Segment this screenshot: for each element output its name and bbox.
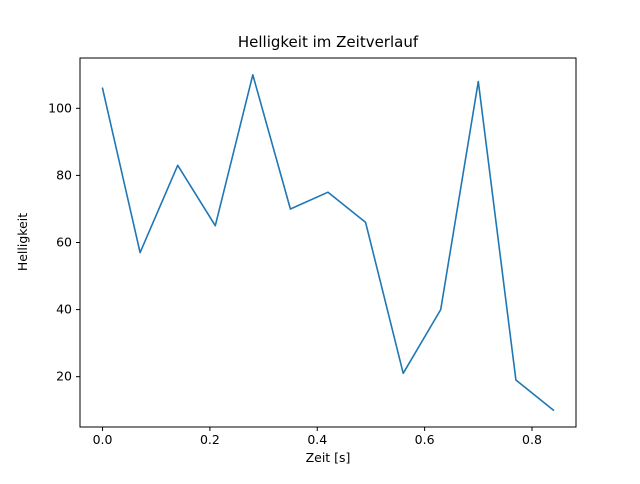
y-axis-label: Helligkeit bbox=[15, 213, 30, 271]
x-tick-label: 0.0 bbox=[93, 432, 113, 447]
plot-area-border bbox=[79, 57, 577, 428]
x-tick-label: 0.2 bbox=[200, 432, 220, 447]
brightness-data-line bbox=[101, 74, 555, 412]
y-tick-label: 60 bbox=[56, 235, 72, 250]
y-tick-label: 20 bbox=[56, 369, 72, 384]
plot-layer: 0.0 0.2 0.4 0.6 0.8 20 40 60 80 100 bbox=[48, 57, 577, 447]
x-tick-label: 0.8 bbox=[522, 432, 542, 447]
y-tick-label: 80 bbox=[56, 167, 72, 182]
chart-title: Helligkeit im Zeitverlauf bbox=[238, 33, 419, 51]
y-tick-label: 40 bbox=[56, 302, 72, 317]
x-tick-label: 0.4 bbox=[307, 432, 327, 447]
x-tick-label: 0.6 bbox=[415, 432, 435, 447]
y-tick-label: 100 bbox=[48, 100, 72, 115]
x-axis-label: Zeit [s] bbox=[306, 450, 351, 465]
